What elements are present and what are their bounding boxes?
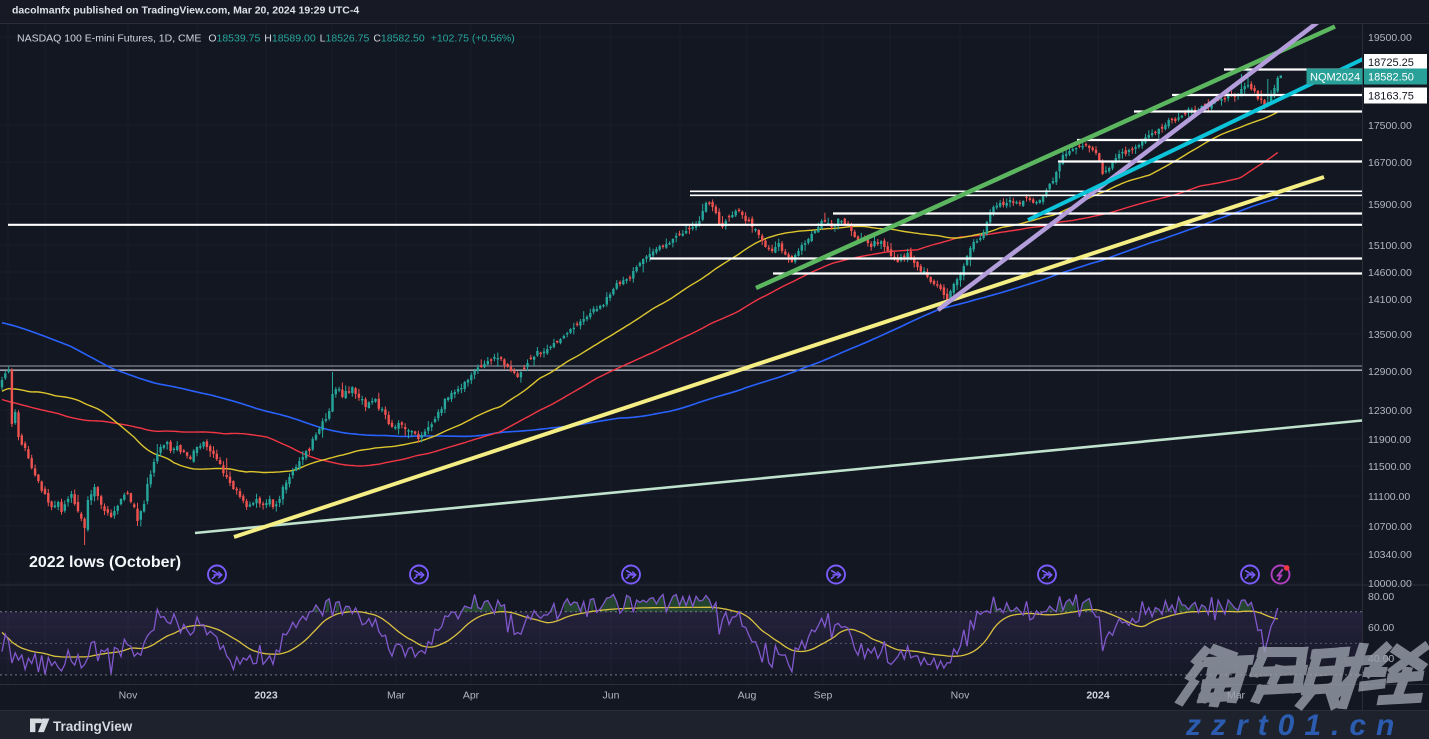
svg-text:17500.00: 17500.00 xyxy=(1368,120,1412,132)
svg-text:Aug: Aug xyxy=(738,690,757,702)
svg-text:TradingView: TradingView xyxy=(53,719,133,734)
svg-text:14100.00: 14100.00 xyxy=(1368,294,1412,306)
svg-text:16700.00: 16700.00 xyxy=(1368,157,1412,169)
svg-text:19500.00: 19500.00 xyxy=(1368,32,1412,44)
svg-text:10000.00: 10000.00 xyxy=(1368,578,1412,590)
svg-text:12900.00: 12900.00 xyxy=(1368,366,1412,378)
svg-text:2024: 2024 xyxy=(1086,690,1110,702)
svg-text:11900.00: 11900.00 xyxy=(1368,434,1411,446)
svg-text:18163.75: 18163.75 xyxy=(1368,91,1414,103)
svg-text:10340.00: 10340.00 xyxy=(1368,549,1412,561)
svg-text:Mar: Mar xyxy=(387,690,406,702)
svg-text:dacolmanfx published on Tradin: dacolmanfx published on TradingView.com,… xyxy=(12,5,359,17)
svg-text:NQM2024: NQM2024 xyxy=(1310,72,1360,84)
svg-text:NASDAQ 100 E-mini Futures, 1D,: NASDAQ 100 E-mini Futures, 1D, CME O1853… xyxy=(17,33,515,45)
svg-text:15100.00: 15100.00 xyxy=(1368,240,1412,252)
svg-text:Nov: Nov xyxy=(951,690,970,702)
svg-text:13500.00: 13500.00 xyxy=(1368,329,1412,341)
svg-text:zzrt01.cn: zzrt01.cn xyxy=(1185,709,1404,739)
svg-text:14600.00: 14600.00 xyxy=(1368,267,1412,279)
svg-text:2023: 2023 xyxy=(254,690,278,702)
svg-text:Sep: Sep xyxy=(814,690,833,702)
svg-text:11100.00: 11100.00 xyxy=(1368,491,1410,503)
svg-text:60.00: 60.00 xyxy=(1368,622,1394,634)
svg-text:Apr: Apr xyxy=(463,690,480,702)
svg-text:11500.00: 11500.00 xyxy=(1368,461,1411,473)
svg-text:Jun: Jun xyxy=(603,690,620,702)
svg-text:2022 lows (October): 2022 lows (October) xyxy=(29,554,181,571)
svg-text:18582.50: 18582.50 xyxy=(1368,72,1414,84)
svg-text:15900.00: 15900.00 xyxy=(1368,199,1412,211)
svg-text:Nov: Nov xyxy=(119,690,138,702)
svg-text:80.00: 80.00 xyxy=(1368,591,1394,603)
svg-text:18725.25: 18725.25 xyxy=(1368,57,1414,69)
svg-text:12300.00: 12300.00 xyxy=(1368,405,1412,417)
svg-text:10700.00: 10700.00 xyxy=(1368,521,1412,533)
